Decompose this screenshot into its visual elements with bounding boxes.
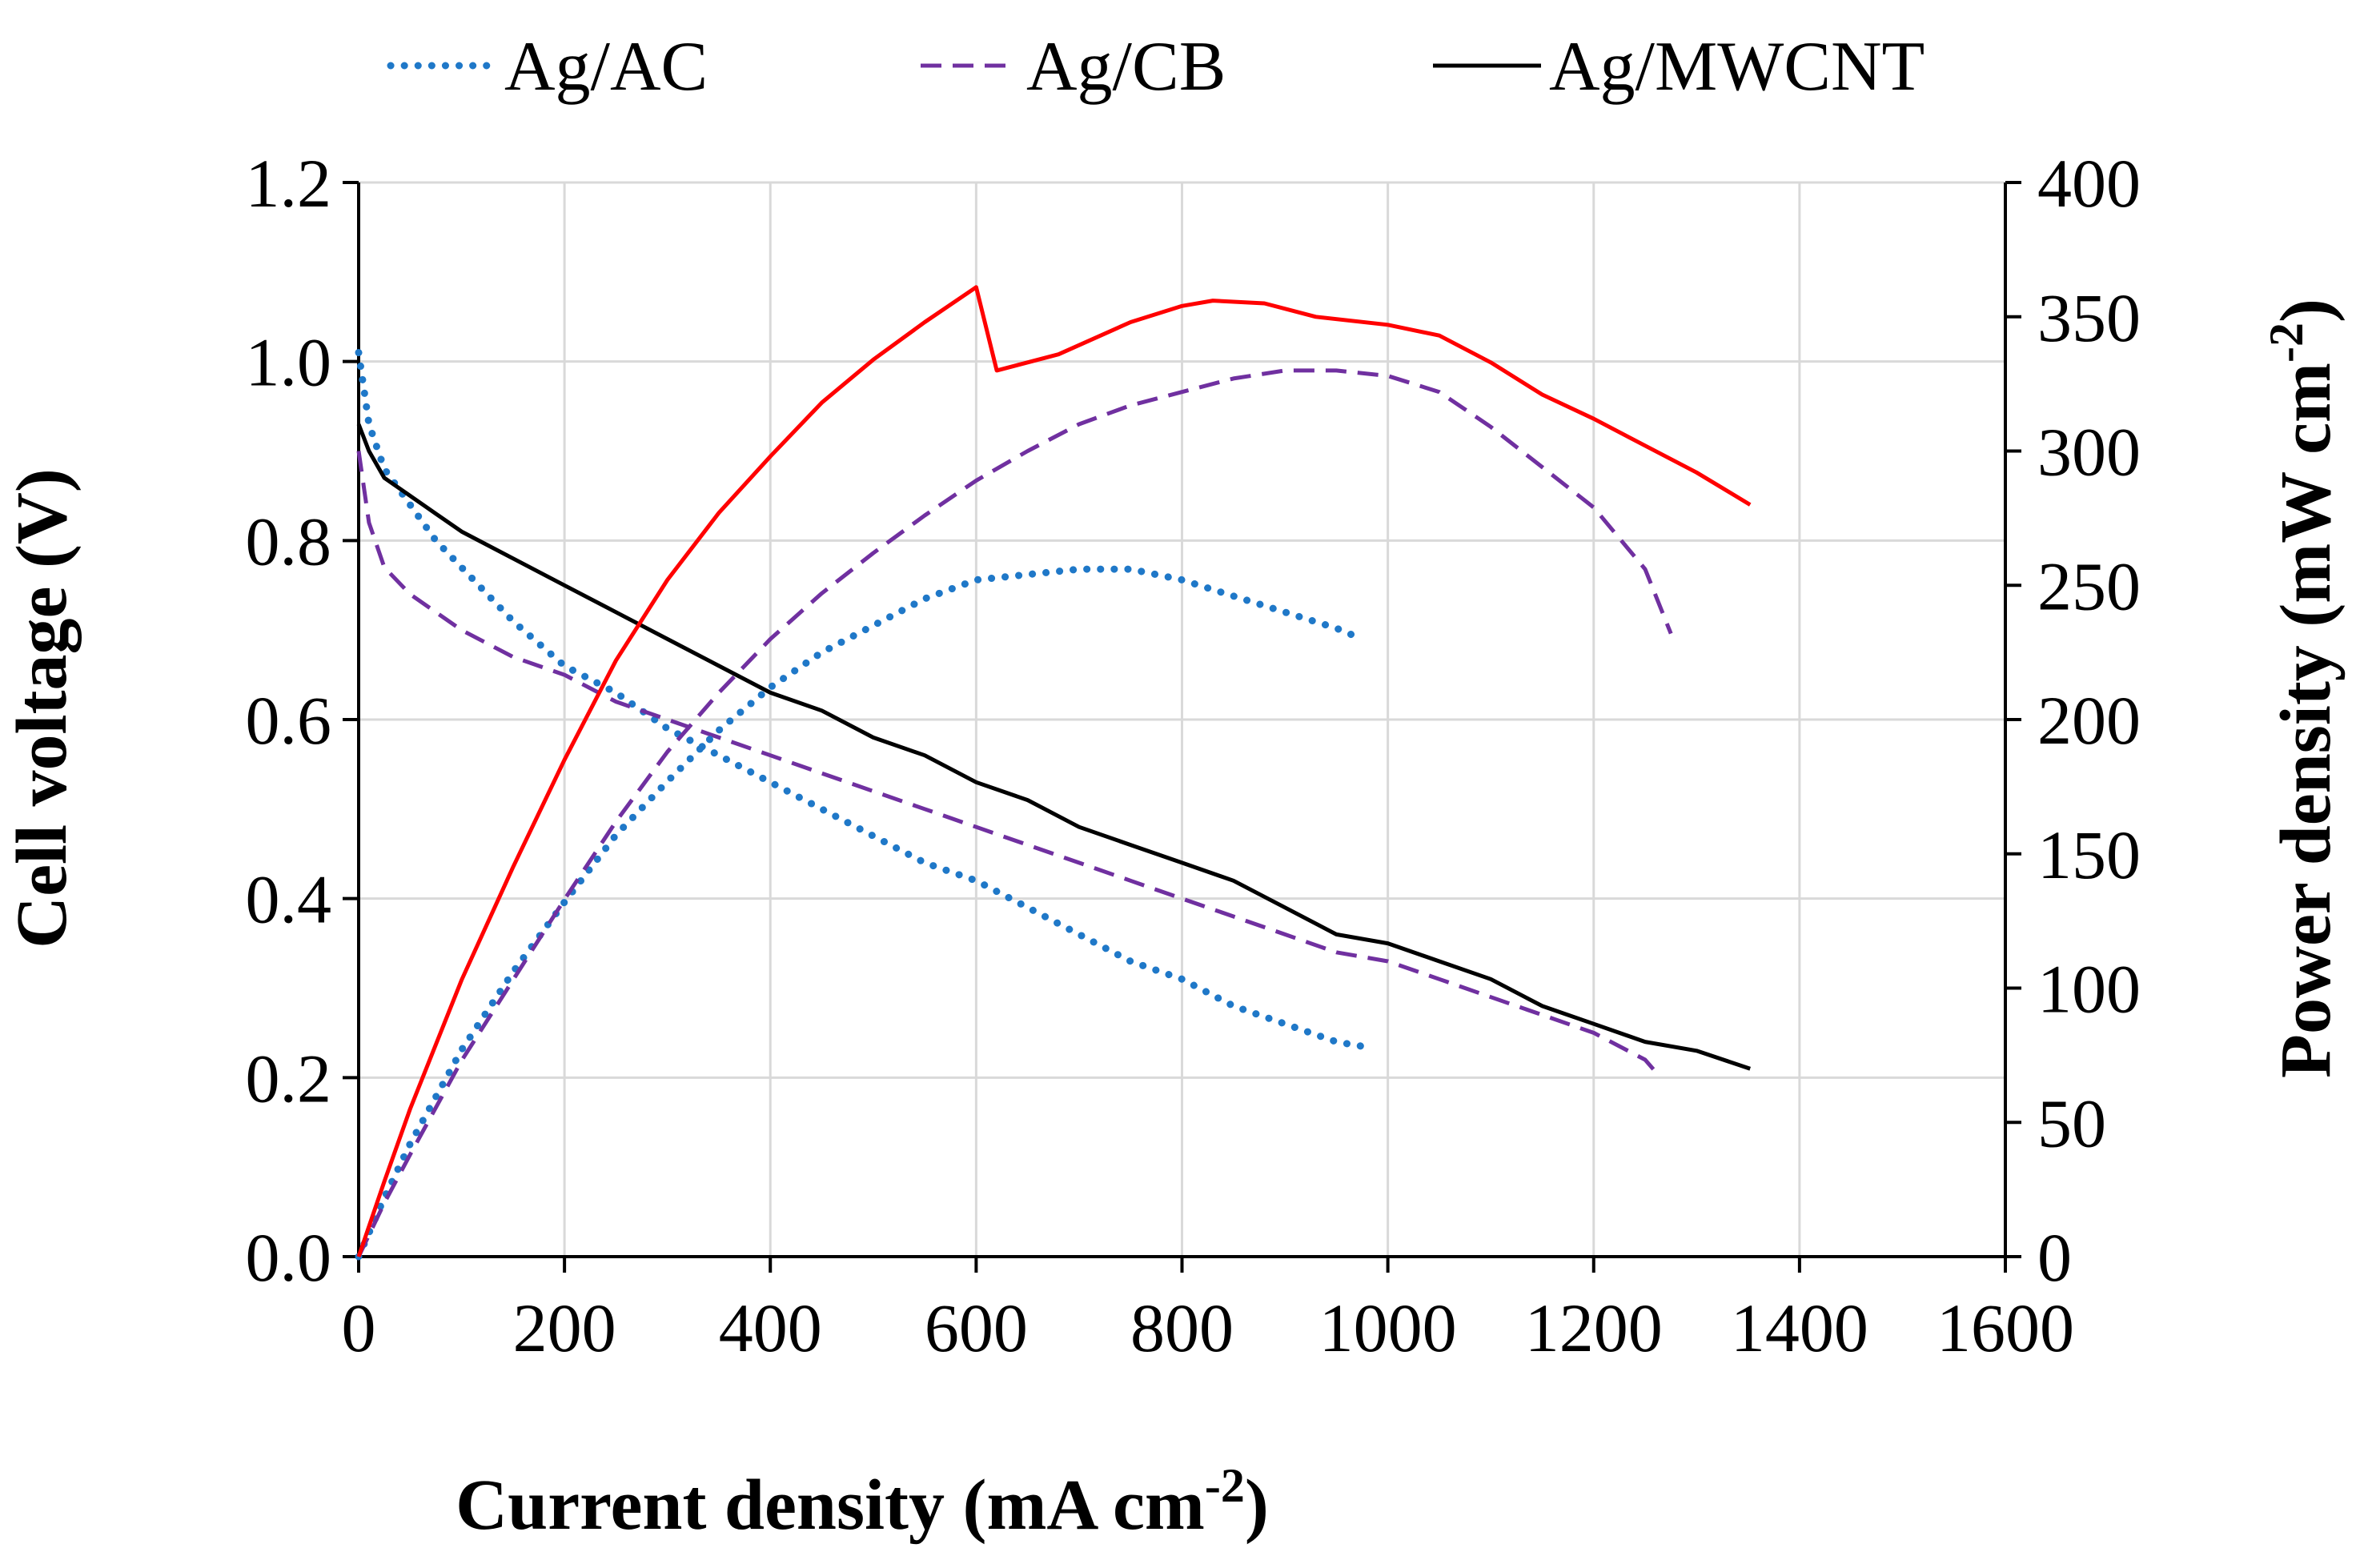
x-tick-label: 200 xyxy=(513,1289,616,1366)
x-axis-title-main: Current density (mA cm xyxy=(456,1466,1205,1545)
y2-tick-label: 350 xyxy=(2037,279,2141,356)
y-tick-label: 1.2 xyxy=(246,145,332,222)
series-ag-mwcnt-voltage xyxy=(356,423,1751,1071)
y2-tick-label: 400 xyxy=(2037,145,2141,222)
y2-tick-label: 300 xyxy=(2037,414,2141,491)
series-ag-cb-power xyxy=(356,368,1673,1258)
axes xyxy=(343,181,2021,1273)
series-lines xyxy=(355,285,1752,1261)
x-tick-label: 0 xyxy=(342,1289,376,1366)
y2-tick-label: 150 xyxy=(2037,816,2141,893)
tick-labels: 0 200 400 600 800 1000 1200 1400 16000.00.20.40.… xyxy=(246,145,2141,1366)
y2-tick-label: 200 xyxy=(2037,682,2141,759)
series-ag-ac-power xyxy=(355,565,1366,1261)
y-tick-label: 1.0 xyxy=(246,324,332,401)
x-tick-label: 800 xyxy=(1130,1289,1234,1366)
y-tick-label: 0.4 xyxy=(246,861,332,938)
series-ag-mwcnt-power xyxy=(356,285,1752,1257)
series-ag-ac-voltage xyxy=(355,349,1366,1050)
y-tick-label: 0.8 xyxy=(246,503,332,579)
x-tick-label: 1000 xyxy=(1319,1289,1457,1366)
legend: Ag/AC Ag/CB Ag/MWCNT xyxy=(387,28,1925,106)
y2-tick-label: 250 xyxy=(2037,547,2141,624)
y2-tick-label: 50 xyxy=(2037,1085,2106,1161)
y2-tick-label: 100 xyxy=(2037,951,2141,1028)
y2-axis-title-end: ) xyxy=(2266,299,2346,323)
legend-label-ag-mwcnt: Ag/MWCNT xyxy=(1549,28,1925,106)
y-tick-label: 0.2 xyxy=(246,1040,332,1117)
x-tick-label: 600 xyxy=(925,1289,1028,1366)
legend-label-ag-cb: Ag/CB xyxy=(1026,28,1226,106)
legend-label-ag-ac: Ag/AC xyxy=(504,28,708,106)
y2-axis-title-superscript: -2 xyxy=(2260,323,2313,363)
y-tick-label: 0.0 xyxy=(246,1219,332,1296)
y-tick-label: 0.6 xyxy=(246,682,332,759)
y2-axis-title: Power density (mW cm-2) xyxy=(2260,299,2346,1078)
y2-axis-title-main: Power density (mW cm xyxy=(2266,363,2346,1078)
series-ag-cb-voltage xyxy=(356,451,1663,1079)
y2-tick-label: 0 xyxy=(2037,1219,2072,1296)
x-tick-label: 1400 xyxy=(1731,1289,1868,1366)
x-axis-title: Current density (mA cm-2) xyxy=(456,1459,1269,1545)
grid-lines xyxy=(357,181,2007,1258)
x-axis-title-end: ) xyxy=(1245,1466,1269,1545)
x-tick-label: 400 xyxy=(719,1289,822,1366)
x-tick-label: 1200 xyxy=(1525,1289,1663,1366)
x-tick-label: 1600 xyxy=(1937,1289,2074,1366)
x-axis-title-superscript: -2 xyxy=(1205,1459,1245,1512)
y-axis-title: Cell voltage (V) xyxy=(2,468,82,948)
